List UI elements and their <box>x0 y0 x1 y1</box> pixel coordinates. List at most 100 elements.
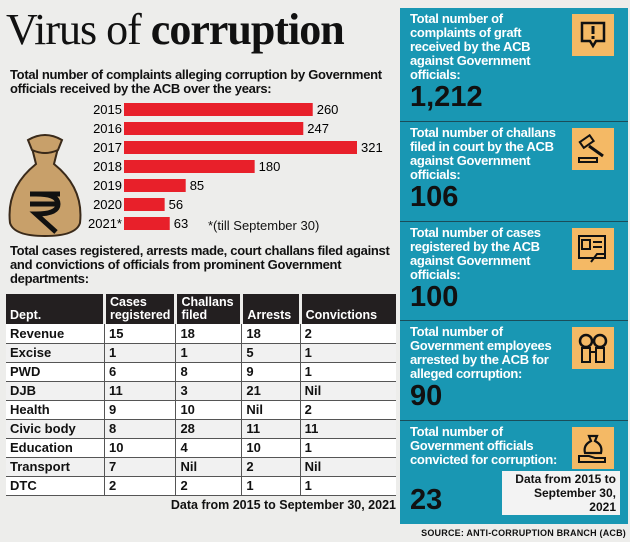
table-cell: DJB <box>6 381 105 401</box>
bar-value-label: 247 <box>307 121 329 136</box>
table-cell: 1 <box>241 476 301 496</box>
table-cell: 1 <box>175 343 243 363</box>
bar <box>124 122 304 135</box>
table-row: DJB 11 3 21 Nil <box>6 381 396 401</box>
table-cell: 11 <box>104 381 177 401</box>
bar-category-label: 2017 <box>93 140 122 155</box>
bar-value-label: 63 <box>174 216 188 231</box>
table-cell: 11 <box>300 419 396 439</box>
table-cell: 9 <box>241 362 301 382</box>
bar <box>124 198 165 211</box>
table-cell: PWD <box>6 362 105 382</box>
stat-section: Total number of challans filed in court … <box>400 122 628 222</box>
table-cell: 15 <box>104 324 177 344</box>
column-header: Cases registered <box>104 294 178 324</box>
table-cell: 8 <box>104 419 177 439</box>
bar-category-label: 2019 <box>93 178 122 193</box>
complaints-bar-chart: 2015 260 2016 247 2017 321 2018 180 2019 85 2020 56… <box>88 102 383 231</box>
title-part2: corruption <box>150 5 345 54</box>
column-header: Convictions <box>300 294 396 324</box>
table-cell: 1 <box>300 362 396 382</box>
table-cell: 9 <box>104 400 177 420</box>
table-cell: 1 <box>300 438 396 458</box>
money-bag-icon <box>8 134 82 238</box>
chart-note: *(till September 30) <box>208 218 320 233</box>
table-cell: DTC <box>6 476 105 496</box>
bar <box>124 160 255 173</box>
table-cell: 2 <box>241 457 301 477</box>
table-cell: 10 <box>175 400 243 420</box>
table-cell: Health <box>6 400 105 420</box>
table-cell: 2 <box>104 476 177 496</box>
table-row: Excise 1 1 5 1 <box>6 343 396 363</box>
bar <box>124 179 186 192</box>
table-cell: 18 <box>175 324 243 344</box>
table-cell: 18 <box>241 324 301 344</box>
table-row: Health 9 10 Nil 2 <box>6 400 396 420</box>
stat-label: Total number of challans filed in court … <box>410 124 556 182</box>
departments-table: Dept. Cases registered Challans filed Arres… <box>6 294 396 496</box>
column-header: Challans filed <box>175 294 244 324</box>
table-cell: Nil <box>175 457 243 477</box>
bar-category-label: 2016 <box>93 121 122 136</box>
table-row: Transport 7 Nil 2 Nil <box>6 457 396 477</box>
table-row: Revenue 15 18 18 2 <box>6 324 396 344</box>
table-cell: 21 <box>241 381 301 401</box>
table-cell: Revenue <box>6 324 105 344</box>
bar <box>124 141 357 154</box>
table-cell: 8 <box>175 362 243 382</box>
bar-category-label: 2020 <box>93 197 122 212</box>
table-footnote: Data from 2015 to September 30, 2021 <box>170 497 396 512</box>
bar-category-label: 2015 <box>93 102 122 117</box>
title-part1: Virus of <box>6 5 151 54</box>
table-cell: 2 <box>300 324 396 344</box>
table-cell: 2 <box>175 476 243 496</box>
bar-value-label: 85 <box>190 178 204 193</box>
table-cell: Education <box>6 438 105 458</box>
stat-value: 23 <box>410 484 443 517</box>
stat-section: Total number of Government officials con… <box>400 421 628 524</box>
document-icon <box>572 227 614 270</box>
stat-value: 1,212 <box>410 81 483 113</box>
column-header: Arrests <box>241 294 302 324</box>
column-header: Dept. <box>6 294 106 324</box>
stat-value: 106 <box>410 180 459 213</box>
table-cell: Nil <box>300 381 396 401</box>
bribe-hand-icon <box>572 427 614 470</box>
bar-value-label: 180 <box>259 159 281 174</box>
table-cell: Nil <box>241 400 301 420</box>
table-title: Total cases registered, arrests made, co… <box>10 243 390 286</box>
table-row: PWD 6 8 9 1 <box>6 362 396 382</box>
table-row: DTC 2 2 1 1 <box>6 476 396 496</box>
table-cell: 6 <box>104 362 177 382</box>
stat-value: 100 <box>410 280 459 313</box>
stat-value-row: 23 Data from 2015 to September 30, 2021 <box>410 471 620 517</box>
stat-section: Total number of complaints of graft rece… <box>400 8 628 122</box>
table-cell: 1 <box>300 343 396 363</box>
page-title: Virus of corruption <box>6 2 345 58</box>
table-cell: 2 <box>300 400 396 420</box>
bar <box>124 103 313 116</box>
table-cell: 10 <box>241 438 301 458</box>
table-cell: 11 <box>241 419 301 439</box>
bar-value-label: 260 <box>317 102 339 117</box>
bar-value-label: 56 <box>169 197 183 212</box>
stat-label: Total number of Government employees arr… <box>410 324 552 382</box>
bar-category-label: 2021* <box>88 216 122 231</box>
source-credit: SOURCE: ANTI-CORRUPTION BRANCH (ACB) <box>421 528 626 538</box>
table-cell: 1 <box>104 343 177 363</box>
gavel-icon <box>572 127 614 170</box>
stat-label: Total number of Government officials con… <box>410 424 558 468</box>
bar <box>124 217 170 230</box>
stat-value: 90 <box>410 380 443 413</box>
panel-footnote: Data from 2015 to September 30, 2021 <box>502 471 620 516</box>
stat-label: Total number of complaints of graft rece… <box>410 11 531 82</box>
table-cell: 28 <box>175 419 243 439</box>
bar-category-label: 2018 <box>93 159 122 174</box>
handcuffs-icon <box>572 327 614 370</box>
stat-section: Total number of Government employees arr… <box>400 321 628 422</box>
table-cell: 3 <box>175 381 243 401</box>
table-row: Education 10 4 10 1 <box>6 438 396 458</box>
table-cell: Civic body <box>6 419 105 439</box>
table-row: Civic body 8 28 11 11 <box>6 419 396 439</box>
